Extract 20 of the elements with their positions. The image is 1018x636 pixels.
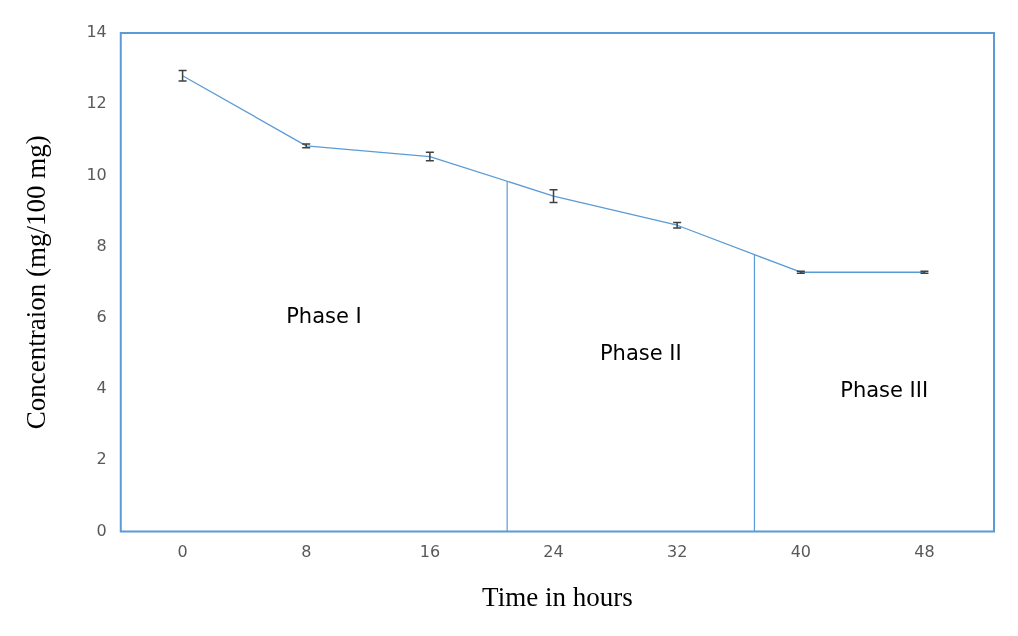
y-tick-label: 10: [86, 164, 107, 184]
annotation: Phase II: [599, 340, 682, 365]
x-tick-label: 24: [543, 542, 564, 562]
x-tick-label: 8: [301, 542, 312, 562]
x-tick-label: 40: [790, 542, 811, 562]
annotation: Phase III: [840, 378, 929, 403]
y-tick-label: 14: [86, 22, 107, 42]
y-tick-label: 2: [96, 449, 107, 469]
x-tick-label: 32: [666, 542, 688, 562]
x-tick-label: 16: [419, 542, 441, 562]
x-axis-title: Time in hours: [482, 581, 633, 612]
x-tick-label: 48: [914, 542, 935, 562]
y-tick-label: 8: [96, 235, 107, 255]
y-axis-title: Concentraion (mg/100 mg): [21, 135, 52, 430]
y-tick-label: 0: [96, 520, 107, 540]
x-tick-label: 0: [177, 542, 188, 562]
y-tick-label: 6: [96, 306, 107, 326]
annotation: Phase I: [286, 303, 362, 328]
y-tick-label: 4: [96, 378, 107, 398]
y-tick-label: 12: [86, 93, 107, 113]
